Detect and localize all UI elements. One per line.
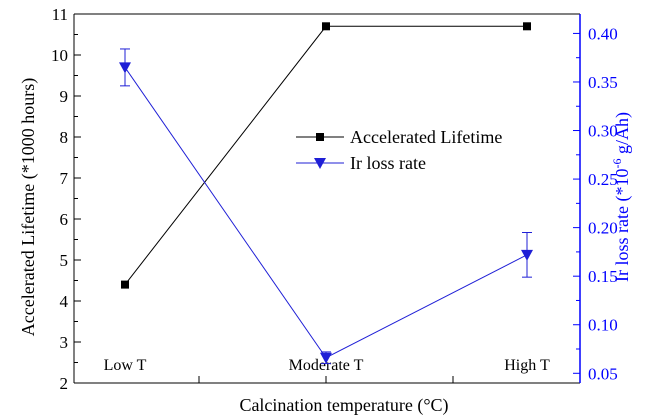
accelerated-lifetime-point [523,22,531,31]
ir-loss-rate-point [521,249,533,261]
y-right-tick-label: 0.05 [588,364,618,383]
y-left-tick-label: 5 [60,251,69,270]
ir-loss-rate-point [320,352,332,364]
y-right-tick-label: 0.20 [588,219,618,238]
y-right-title-exponent: -6 [610,159,624,169]
x-category-label: Moderate T [289,357,364,374]
y-right-title-unit: g/Ah) [612,112,633,159]
legend-ir-loss-rate-marker [314,158,326,169]
y-left-tick-label: 11 [52,5,68,24]
y-left-tick-label: 8 [60,128,69,147]
ir-loss-rate-point [119,62,131,74]
y-left-tick-label: 6 [60,210,69,229]
x-category-label: Low T [104,357,147,374]
y-right-tick-label: 0.35 [588,73,618,92]
legend-ir-loss-rate-label: Ir loss rate [350,153,426,173]
y-right-axis-title: Ir loss rate (*10-6 g/Ah) [610,112,633,282]
y-left-tick-label: 9 [60,87,69,106]
y-left-tick-label: 7 [60,169,69,188]
y-left-tick-label: 3 [60,333,69,352]
y-right-tick-label: 0.40 [588,24,618,43]
y-left-tick-label: 4 [60,292,69,311]
y-left-tick-label: 10 [51,46,68,65]
y-right-tick-label: 0.30 [588,122,618,141]
y-left-tick-label: 2 [60,374,69,393]
accelerated-lifetime-point [322,22,330,31]
y-right-title-main: Ir loss rate (*10 [612,169,633,282]
y-right-tick-label: 0.25 [588,170,618,189]
legend-accelerated-lifetime-label: Accelerated Lifetime [350,127,502,147]
y-right-tick-label: 0.10 [588,316,618,335]
y-left-axis-title: Accelerated Lifetime (*1000 hours) [18,78,39,336]
accelerated-lifetime-point [121,280,129,289]
x-axis-title: Calcination temperature (°C) [239,395,448,416]
x-category-label: High T [504,357,550,374]
legend-accelerated-lifetime-marker [316,133,324,141]
y-right-tick-label: 0.15 [588,267,618,286]
